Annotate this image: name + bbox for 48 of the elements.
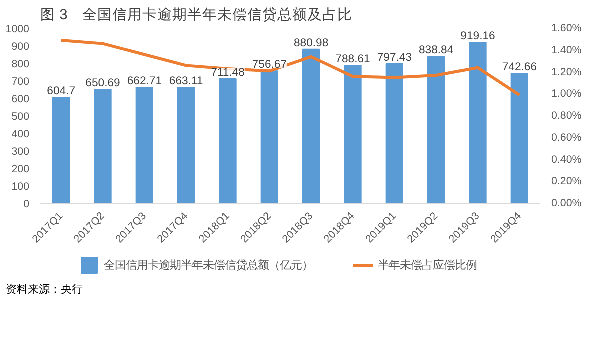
data-label: 880.98 [294,37,329,50]
bar [52,97,70,204]
y-tick-label: 1000 [6,24,30,36]
y-tick-label: 900 [12,41,30,53]
y-tick-label: 100 [12,181,30,193]
bar [219,78,237,204]
bar [469,42,487,204]
data-label: 650.69 [86,78,120,90]
y2-tick-label: 1.20% [552,66,582,78]
y-tick-label: 600 [12,94,30,106]
data-label: 788.61 [336,53,370,66]
y-tick-label: 700 [12,76,30,88]
y2-tick-label: 0.40% [552,154,582,166]
y-tick-label: 800 [12,58,30,70]
y2-tick-label: 1.00% [552,88,582,100]
data-label: 662.71 [127,76,162,88]
data-label: 604.7 [47,86,76,98]
bar [178,86,196,204]
y2-tick-label: 0.60% [552,132,582,144]
bar [344,64,362,204]
bar [260,70,278,204]
data-label: 663.11 [169,75,204,88]
bar [94,89,112,204]
data-label: 756.67 [252,59,287,72]
data-label: 742.66 [502,62,537,74]
y2-tick-label: 0.20% [552,176,582,188]
legend-label: 半年未偿占应偿比例 [378,258,477,272]
bar [136,87,154,204]
bar [386,63,404,204]
y-tick-label: 200 [12,164,30,176]
bar [428,56,446,204]
y-tick-label: 0 [24,198,30,210]
bar [510,73,528,204]
data-label: 838.84 [419,44,454,57]
y-tick-label: 500 [12,111,30,123]
y2-tick-label: 1.40% [552,44,582,56]
y-tick-label: 300 [12,146,30,158]
y-tick-label: 400 [12,128,30,140]
data-label: 919.16 [460,30,496,43]
y2-tick-label: 0.80% [552,110,582,122]
data-label: 711.48 [211,66,245,79]
data-label: 797.43 [377,52,412,64]
text: 资料来源：央行 [6,283,83,298]
legend-label: 全国信用卡逾期半年未偿信贷总额（亿元） [104,258,313,272]
bar [302,48,320,204]
y2-tick-label: 0.00% [552,198,582,210]
y2-tick-label: 1.60% [552,22,582,34]
chart-title: 图 3 全国信用卡逾期半年未偿信贷总额及占比 [40,6,353,24]
